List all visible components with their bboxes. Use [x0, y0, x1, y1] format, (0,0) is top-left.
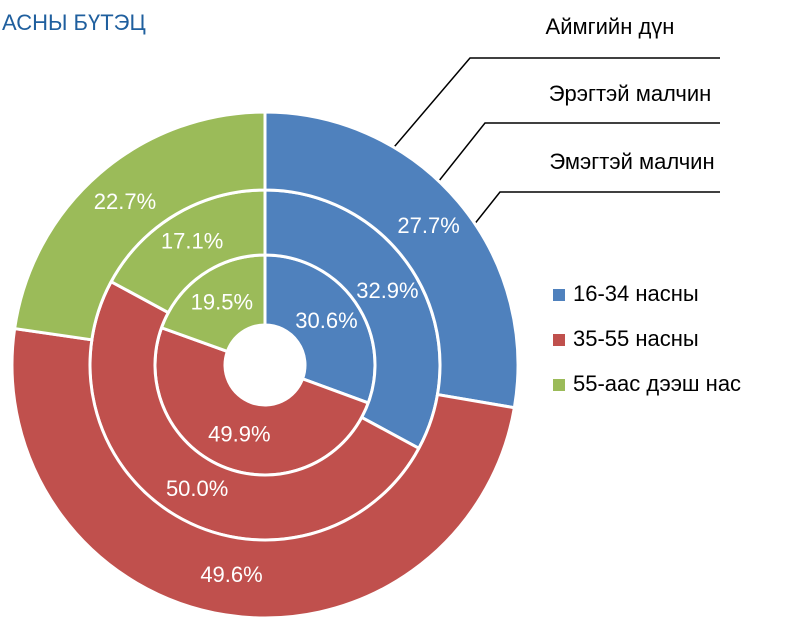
data-label: 19.5% [191, 289, 253, 314]
data-label: 50.0% [166, 476, 228, 501]
slice [10, 326, 517, 619]
data-label: 32.9% [356, 278, 418, 303]
legend-label: 55-аас дээш нас [573, 371, 741, 396]
series-name: Эрэгтэй малчин [549, 81, 712, 106]
legend-swatch [553, 334, 565, 346]
slice [263, 110, 520, 410]
data-label: 17.1% [161, 228, 223, 253]
series-name: Аймгийн дүн [546, 14, 675, 39]
slice [12, 110, 267, 342]
data-label: 49.6% [200, 562, 262, 587]
series-name: Эмэгтэй малчин [549, 149, 714, 174]
data-label: 27.7% [397, 213, 459, 238]
legend-label: 16-34 насны [573, 281, 699, 306]
legend-label: 35-55 насны [573, 326, 699, 351]
data-label: 22.7% [94, 189, 156, 214]
legend-swatch [553, 379, 565, 391]
leader-line [449, 191, 720, 256]
legend-swatch [553, 289, 565, 301]
data-label: 30.6% [295, 308, 357, 333]
chart-title: АСНЫ БҮТЭЦ [2, 10, 146, 35]
data-label: 49.9% [208, 421, 270, 446]
